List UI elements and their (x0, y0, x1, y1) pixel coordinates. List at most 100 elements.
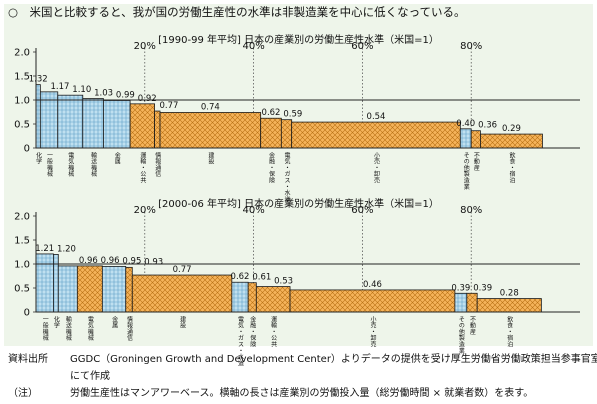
note-source: 資料出所 GGDC（Groningen Growth and Developmen… (8, 351, 597, 385)
x-tick-label: 60% (351, 41, 373, 52)
y-tick-label: 0.5 (14, 284, 30, 295)
bar (280, 119, 293, 149)
category-label: 金融・保険 (249, 315, 256, 348)
bar (255, 286, 291, 313)
category-label: 化学 (35, 151, 42, 164)
bar (101, 265, 127, 313)
category-label: その他製造業 (457, 316, 464, 355)
bar (231, 281, 249, 313)
y-tick-label: 0.5 (14, 120, 30, 131)
bar (466, 292, 478, 313)
headline: ○ 米国と比較すると、我が国の労働生産性の水準は非製造業を中心に低くなっている。 (8, 5, 466, 19)
category-label: 電気機械 (86, 316, 93, 342)
category-label: 化学 (52, 315, 59, 328)
bar (82, 98, 104, 149)
y-tick-label: 1.0 (14, 96, 30, 107)
data-label: 0.96 (101, 256, 120, 266)
category-label: 飲食・宿泊 (506, 315, 513, 348)
data-label: 0.77 (173, 265, 192, 275)
data-label: 0.29 (502, 124, 521, 134)
data-label: 0.36 (478, 121, 497, 131)
x-tick-label: 40% (242, 205, 264, 216)
notes: 資料出所 GGDC（Groningen Growth and Developmen… (8, 351, 597, 402)
bar (247, 282, 257, 313)
bar (53, 253, 59, 313)
bar (154, 110, 161, 149)
panel-2-title: [2000-06 年平均] 日本の産業別の労働生産性水準（米国=1） (158, 199, 439, 210)
bar (289, 289, 456, 313)
data-label: 0.28 (500, 289, 519, 299)
bar (454, 292, 468, 313)
category-label: 小売・卸売 (373, 151, 380, 184)
note-remark-label: （注） (8, 388, 38, 399)
category-label: 金属 (111, 315, 118, 329)
category-label: 電気・ガス・水道 (237, 316, 244, 367)
bar (35, 253, 54, 313)
data-label: 0.39 (451, 283, 470, 293)
note-source-label: 資料出所 (8, 354, 48, 365)
data-label: 1.21 (35, 244, 54, 254)
panel-1: 2.0 1.5 1.0 0.5 0 20% 40% 60% 80% 1.321.17 1.10 1.0… (14, 41, 580, 203)
bar (125, 266, 133, 313)
category-label: 金融・保険 (268, 151, 275, 184)
category-label: 建設 (207, 151, 214, 165)
category-label: 飲食・宿泊 (508, 151, 515, 184)
x-tick-label: 40% (242, 41, 264, 52)
x-tick-label: 60% (351, 205, 373, 216)
y-tick-label: 1.5 (14, 236, 30, 247)
category-label: 運輸・公共 (139, 152, 146, 184)
category-label: 情報通信 (154, 151, 161, 178)
y-tick-label: 0 (24, 308, 30, 319)
data-label: 0.53 (274, 277, 293, 287)
category-label: 情報通信 (126, 315, 133, 342)
bar (129, 103, 155, 149)
data-label: 0.62 (262, 108, 281, 118)
x-tick-label: 20% (134, 205, 156, 216)
y-tick-label: 1.0 (14, 260, 30, 271)
data-label: 0.39 (473, 283, 492, 293)
category-label: 不動産 (472, 152, 479, 172)
data-label: 0.40 (456, 119, 475, 129)
note-remark: （注） 労働生産性はマンアワーベース。横軸の長さは産業別の労働投入量（総労働時間 … (8, 385, 597, 402)
category-label: 一般機械 (46, 152, 53, 178)
bar (159, 112, 262, 149)
data-label: 0.54 (367, 112, 386, 122)
bar (103, 100, 131, 149)
category-label: 金属 (113, 151, 120, 165)
bar (480, 133, 543, 149)
y-tick-label: 2.0 (14, 212, 30, 223)
data-label: 0.77 (160, 101, 179, 111)
bar (291, 121, 461, 149)
data-label: 1.20 (57, 244, 76, 254)
data-label: 1.17 (51, 82, 70, 92)
bar (476, 298, 542, 313)
category-label: 電気機械 (67, 152, 74, 178)
category-label: 小売・卸売 (369, 315, 376, 348)
data-label: 0.61 (252, 273, 271, 283)
category-label: 電気・ガス・水道 (283, 152, 290, 203)
data-label: 0.95 (122, 256, 141, 266)
data-label: 0.59 (283, 110, 302, 120)
data-label: 0.96 (79, 256, 98, 266)
category-label: その他製造業 (462, 152, 469, 191)
category-label: 建設 (179, 315, 186, 329)
category-label: 一般機械 (41, 316, 48, 342)
bar (57, 265, 78, 313)
data-label: 0.62 (231, 272, 250, 282)
category-label: 輸送機械 (64, 315, 71, 342)
x-tick-label: 20% (134, 41, 156, 52)
data-label: 0.93 (144, 257, 163, 267)
bar (131, 274, 233, 313)
x-tick-label: 80% (460, 41, 482, 52)
note-remark-text: 労働生産性はマンアワーベース。横軸の長さは産業別の労働投入量（総労働時間 × 就… (70, 388, 534, 399)
bar (470, 130, 481, 149)
note-source-text: GGDC（Groningen Growth and Development Ce… (70, 354, 597, 382)
y-tick-label: 1.5 (14, 72, 30, 83)
bar (35, 84, 41, 149)
category-label: 運輸・公共 (270, 316, 277, 348)
data-label: 0.99 (116, 90, 135, 100)
data-label: 1.32 (29, 75, 48, 85)
category-label: 不動産 (469, 316, 476, 336)
